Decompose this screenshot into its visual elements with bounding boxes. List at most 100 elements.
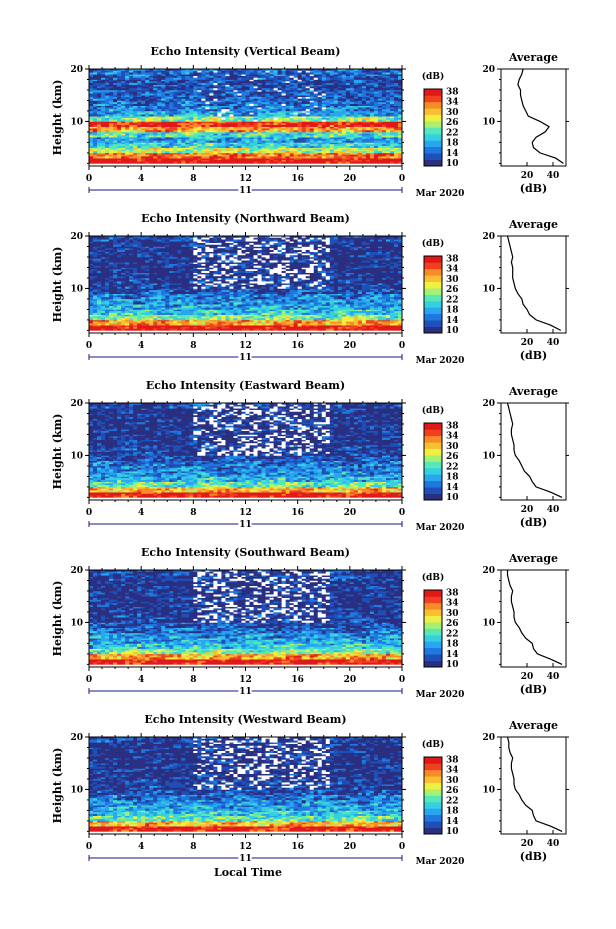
heatmap-cell bbox=[129, 116, 134, 119]
heatmap-cell bbox=[125, 325, 130, 328]
heatmap-cell bbox=[153, 314, 158, 317]
heatmap-cell bbox=[337, 88, 343, 91]
heatmap-cell bbox=[341, 103, 347, 106]
heatmap-cell bbox=[245, 140, 250, 143]
heatmap-cell bbox=[205, 328, 210, 331]
heatmap-cell bbox=[97, 121, 102, 124]
heatmap-cell bbox=[197, 130, 202, 133]
heatmap-cell bbox=[105, 88, 110, 91]
heatmap-cell bbox=[125, 117, 130, 120]
heatmap-cell bbox=[145, 138, 150, 141]
heatmap-cell bbox=[189, 110, 194, 113]
heatmap-cell bbox=[281, 91, 286, 94]
heatmap-cell bbox=[297, 323, 302, 326]
heatmap-cell bbox=[277, 86, 282, 89]
heatmap-cell bbox=[337, 145, 343, 148]
heatmap-cell bbox=[309, 133, 315, 136]
heatmap-cell bbox=[393, 114, 399, 117]
heatmap-cell bbox=[233, 154, 238, 157]
heatmap-cell bbox=[285, 88, 290, 91]
heatmap-cell bbox=[349, 84, 355, 87]
heatmap-cell bbox=[265, 96, 270, 100]
heatmap-cell bbox=[353, 154, 359, 157]
heatmap-cell bbox=[213, 110, 218, 113]
heatmap-cell bbox=[377, 156, 383, 159]
heatmap-cell bbox=[313, 79, 319, 82]
heatmap-cell bbox=[181, 89, 186, 93]
heatmap-cell bbox=[345, 112, 351, 115]
heatmap-cell bbox=[237, 154, 242, 157]
heatmap-cell bbox=[245, 105, 250, 108]
heatmap-cell bbox=[185, 86, 190, 89]
heatmap-cell bbox=[113, 156, 118, 159]
heatmap-cell bbox=[397, 100, 403, 103]
heatmap-cell bbox=[297, 123, 302, 126]
heatmap-cell bbox=[309, 138, 315, 141]
heatmap-cell bbox=[181, 70, 186, 73]
heatmap-cell bbox=[137, 130, 142, 133]
heatmap-cell bbox=[157, 110, 162, 113]
heatmap-cell bbox=[173, 323, 178, 326]
heatmap-cell bbox=[249, 131, 254, 134]
heatmap-cell bbox=[89, 77, 94, 80]
heatmap-cell bbox=[89, 151, 94, 154]
heatmap-cell bbox=[329, 159, 335, 162]
heatmap-cell bbox=[297, 140, 302, 143]
heatmap-cell bbox=[265, 79, 270, 82]
heatmap-cell bbox=[301, 77, 306, 80]
heatmap-cell bbox=[153, 152, 158, 155]
heatmap-cell bbox=[101, 69, 106, 72]
heatmap-cell bbox=[345, 100, 351, 103]
heatmap-cell bbox=[153, 321, 158, 324]
heatmap-cell bbox=[241, 121, 246, 124]
heatmap-cell bbox=[125, 105, 130, 108]
heatmap-cell bbox=[261, 93, 266, 96]
heatmap-cell bbox=[245, 135, 250, 138]
heatmap-cell bbox=[301, 325, 306, 328]
heatmap-cell bbox=[269, 109, 274, 112]
heatmap-cell bbox=[93, 149, 98, 152]
heatmap-cell bbox=[121, 95, 126, 98]
heatmap-cell bbox=[209, 110, 214, 113]
heatmap-cell bbox=[197, 144, 202, 147]
heatmap-cell bbox=[373, 109, 379, 112]
heatmap-cell bbox=[221, 100, 226, 103]
heatmap-cell bbox=[357, 102, 363, 105]
heatmap-cell bbox=[241, 314, 246, 317]
heatmap-cell bbox=[93, 82, 98, 86]
heatmap-cell bbox=[233, 124, 238, 127]
heatmap-cell bbox=[169, 152, 174, 155]
heatmap-cell bbox=[225, 110, 230, 113]
heatmap-cell bbox=[205, 158, 210, 161]
heatmap-cell bbox=[153, 319, 158, 322]
heatmap-cell bbox=[389, 147, 395, 150]
heatmap-cell bbox=[329, 117, 335, 120]
heatmap-cell bbox=[157, 138, 162, 141]
heatmap-cell bbox=[149, 319, 154, 322]
heatmap-cell bbox=[265, 98, 270, 101]
heatmap-cell bbox=[245, 75, 250, 79]
heatmap-cell bbox=[237, 96, 242, 100]
heatmap-cell bbox=[113, 117, 118, 120]
heatmap-cell bbox=[277, 74, 282, 77]
heatmap-cell bbox=[133, 82, 138, 86]
heatmap-cell bbox=[385, 142, 391, 145]
heatmap-cell bbox=[245, 114, 250, 117]
heatmap-cell bbox=[321, 93, 327, 96]
heatmap-cell bbox=[213, 326, 218, 329]
heatmap-cell bbox=[357, 321, 363, 324]
heatmap-cell bbox=[269, 145, 274, 148]
heatmap-cell bbox=[337, 116, 343, 119]
heatmap-cell bbox=[373, 138, 379, 141]
heatmap-cell bbox=[373, 91, 379, 94]
heatmap-cell bbox=[277, 121, 282, 124]
heatmap-cell bbox=[385, 88, 391, 91]
heatmap-cell bbox=[153, 86, 158, 89]
heatmap-cell bbox=[357, 88, 363, 91]
heatmap-cell bbox=[113, 123, 118, 126]
heatmap-cell bbox=[369, 75, 375, 79]
heatmap-cell bbox=[125, 100, 130, 103]
heatmap-cell bbox=[149, 318, 154, 321]
heatmap-cell bbox=[89, 156, 94, 159]
heatmap-cell bbox=[181, 131, 186, 134]
